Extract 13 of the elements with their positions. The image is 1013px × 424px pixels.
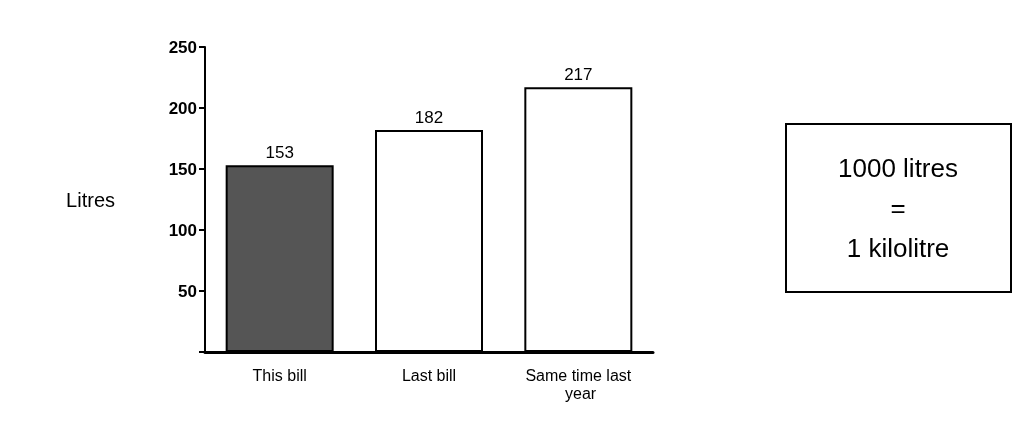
data-label: 153 — [265, 143, 294, 163]
y-tick-label: 200 — [168, 98, 197, 118]
x-tick-label: Last bill — [401, 366, 457, 384]
y-tick-label: 100 — [168, 220, 197, 240]
y-tick-label: 50 — [178, 281, 197, 301]
y-tick-label: 150 — [168, 159, 197, 179]
text: 1000 litres = 1 kilolitre — [838, 153, 958, 263]
y-tick-label: 250 — [168, 37, 197, 57]
data-label: 182 — [414, 107, 444, 127]
data-label: 217 — [564, 65, 593, 85]
x-tick-label: This bill — [252, 366, 307, 384]
y-axis-title: Litres — [66, 188, 115, 211]
x-tick-label: Same time last year — [525, 366, 632, 402]
